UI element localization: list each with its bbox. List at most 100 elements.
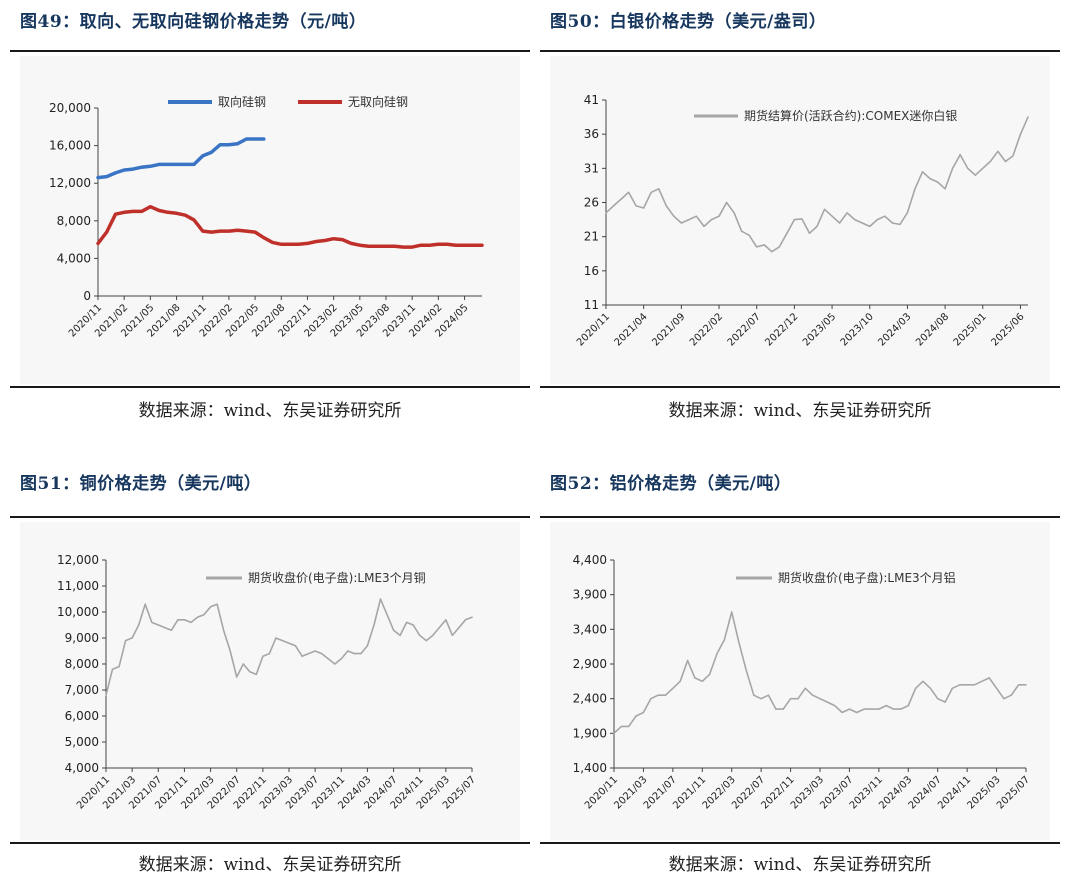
data-point — [944, 188, 946, 190]
figure-52-chart-area: 1,400 1,900 2,400 2,900 3,400 3,900 4,400 2020/… — [550, 522, 1050, 840]
title-rule — [10, 50, 530, 52]
figure-52-title: 图52：铝价格走势（美元/吨） — [550, 474, 792, 494]
y-tick-label: 4,400 — [573, 553, 607, 567]
data-point — [175, 163, 178, 165]
data-point — [445, 619, 447, 621]
data-point — [996, 687, 998, 689]
data-point — [763, 244, 765, 246]
data-point — [289, 243, 291, 245]
data-point — [628, 725, 630, 727]
data-point — [249, 671, 251, 673]
data-point — [612, 205, 615, 207]
data-point — [321, 653, 323, 655]
x-tick-label: 2022/02 — [688, 311, 725, 348]
x-tick-label: 2024/03 — [876, 311, 913, 348]
figure-52-chart: 1,4001,9002,4002,9003,4003,9004,4002020/… — [573, 553, 1032, 811]
data-point — [105, 694, 107, 696]
data-point — [420, 244, 422, 246]
data-point — [929, 687, 931, 689]
data-point — [620, 725, 622, 727]
data-point — [125, 640, 127, 642]
data-point — [701, 680, 703, 682]
data-point — [748, 234, 750, 236]
data-point — [193, 219, 195, 221]
data-point — [876, 219, 878, 221]
data-point — [236, 676, 238, 678]
data-point — [726, 201, 728, 204]
data-point — [210, 606, 212, 608]
x-tick-label: 2021/04 — [613, 311, 650, 348]
y-tick-label: 12,000 — [57, 553, 99, 567]
data-point — [314, 650, 316, 652]
figure-51-chart: 4,000 5,000 6,000 7,000 8,000 9,000 10,000 11,0… — [57, 553, 478, 811]
y-tick-label: 11 — [584, 298, 599, 312]
data-point — [738, 642, 740, 644]
data-point — [819, 698, 821, 700]
data-point — [419, 634, 421, 636]
data-point — [687, 659, 689, 662]
data-point — [229, 650, 231, 652]
data-point — [907, 705, 909, 707]
data-point — [854, 219, 856, 221]
data-point — [870, 708, 873, 710]
data-point — [458, 627, 460, 629]
data-point — [672, 687, 674, 689]
data-point — [393, 629, 395, 631]
data-point — [778, 246, 780, 248]
x-tick-label: 2024/08 — [914, 311, 951, 348]
data-point — [280, 243, 282, 245]
figure-49-panel: 图49：取向、无取向硅钢价格走势（元/吨） 0 4,000 8,000 12,000 1… — [10, 0, 530, 440]
data-point — [411, 246, 413, 248]
data-point — [937, 181, 939, 183]
data-point — [790, 698, 792, 700]
y-tick-label: 16 — [584, 264, 599, 278]
data-point — [731, 611, 733, 613]
data-point — [471, 616, 473, 618]
figure-52-source: 数据来源：wind、东吴证券研究所 — [668, 855, 932, 875]
data-point — [301, 655, 303, 657]
data-point — [951, 687, 953, 689]
data-point — [831, 215, 833, 217]
data-point — [455, 244, 457, 246]
series-line-1 — [105, 598, 473, 696]
y-tick-label: 5,000 — [65, 735, 99, 749]
data-point — [183, 619, 185, 621]
data-point — [193, 163, 195, 165]
y-tick-label: 2,400 — [573, 692, 607, 706]
data-point — [118, 666, 120, 668]
y-tick-label: 8,000 — [57, 214, 91, 228]
data-point — [767, 694, 770, 696]
data-point — [869, 225, 871, 227]
x-tick-label: 2022/07 — [726, 311, 763, 348]
figure-50-source: 数据来源：wind、东吴证券研究所 — [668, 401, 932, 421]
data-point — [157, 624, 159, 626]
data-point — [472, 244, 474, 246]
y-tick-label: 36 — [584, 127, 599, 141]
data-point — [123, 211, 125, 213]
x-tick-label: 2023/05 — [801, 311, 838, 348]
data-point — [620, 198, 622, 200]
series-line-2 — [96, 204, 484, 249]
data-point — [138, 624, 140, 626]
data-point — [132, 168, 134, 170]
y-tick-label: 10,000 — [57, 605, 99, 619]
data-point — [944, 701, 946, 703]
data-point — [756, 246, 758, 248]
data-point — [664, 694, 667, 696]
y-tick-label: 4,000 — [65, 761, 99, 775]
data-point — [906, 212, 908, 214]
data-point — [703, 225, 705, 227]
data-point — [1025, 684, 1027, 686]
legend-label: 期货收盘价(电子盘):LME3个月铝 — [778, 570, 956, 585]
data-point — [394, 245, 396, 247]
data-point — [841, 711, 843, 714]
data-point — [114, 172, 117, 174]
data-point — [688, 219, 690, 221]
data-point — [184, 214, 186, 216]
data-point — [97, 177, 99, 179]
data-point — [242, 663, 244, 665]
data-point — [718, 215, 720, 217]
data-point — [429, 244, 431, 246]
source-rule — [10, 386, 530, 388]
